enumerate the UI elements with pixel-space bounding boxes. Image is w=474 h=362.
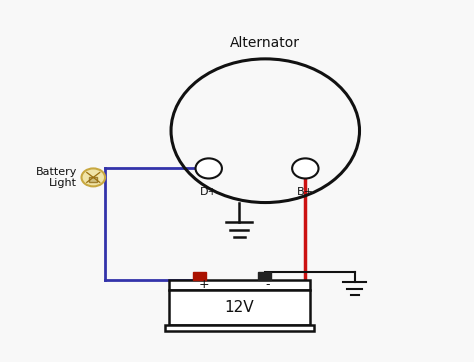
Text: B+: B+ (297, 188, 314, 197)
Text: -: - (265, 278, 270, 291)
Bar (165, 325, 314, 331)
Text: Battery
Light: Battery Light (36, 167, 77, 188)
Circle shape (196, 158, 222, 178)
Circle shape (292, 158, 319, 178)
Text: Alternator: Alternator (230, 36, 300, 50)
Bar (169, 290, 310, 325)
Circle shape (82, 168, 105, 186)
Text: D+: D+ (200, 188, 218, 197)
Bar (258, 272, 272, 280)
Bar (193, 272, 206, 280)
Bar (169, 280, 310, 290)
Text: +: + (199, 278, 210, 291)
Text: 12V: 12V (225, 300, 254, 315)
Bar (89, 177, 97, 182)
